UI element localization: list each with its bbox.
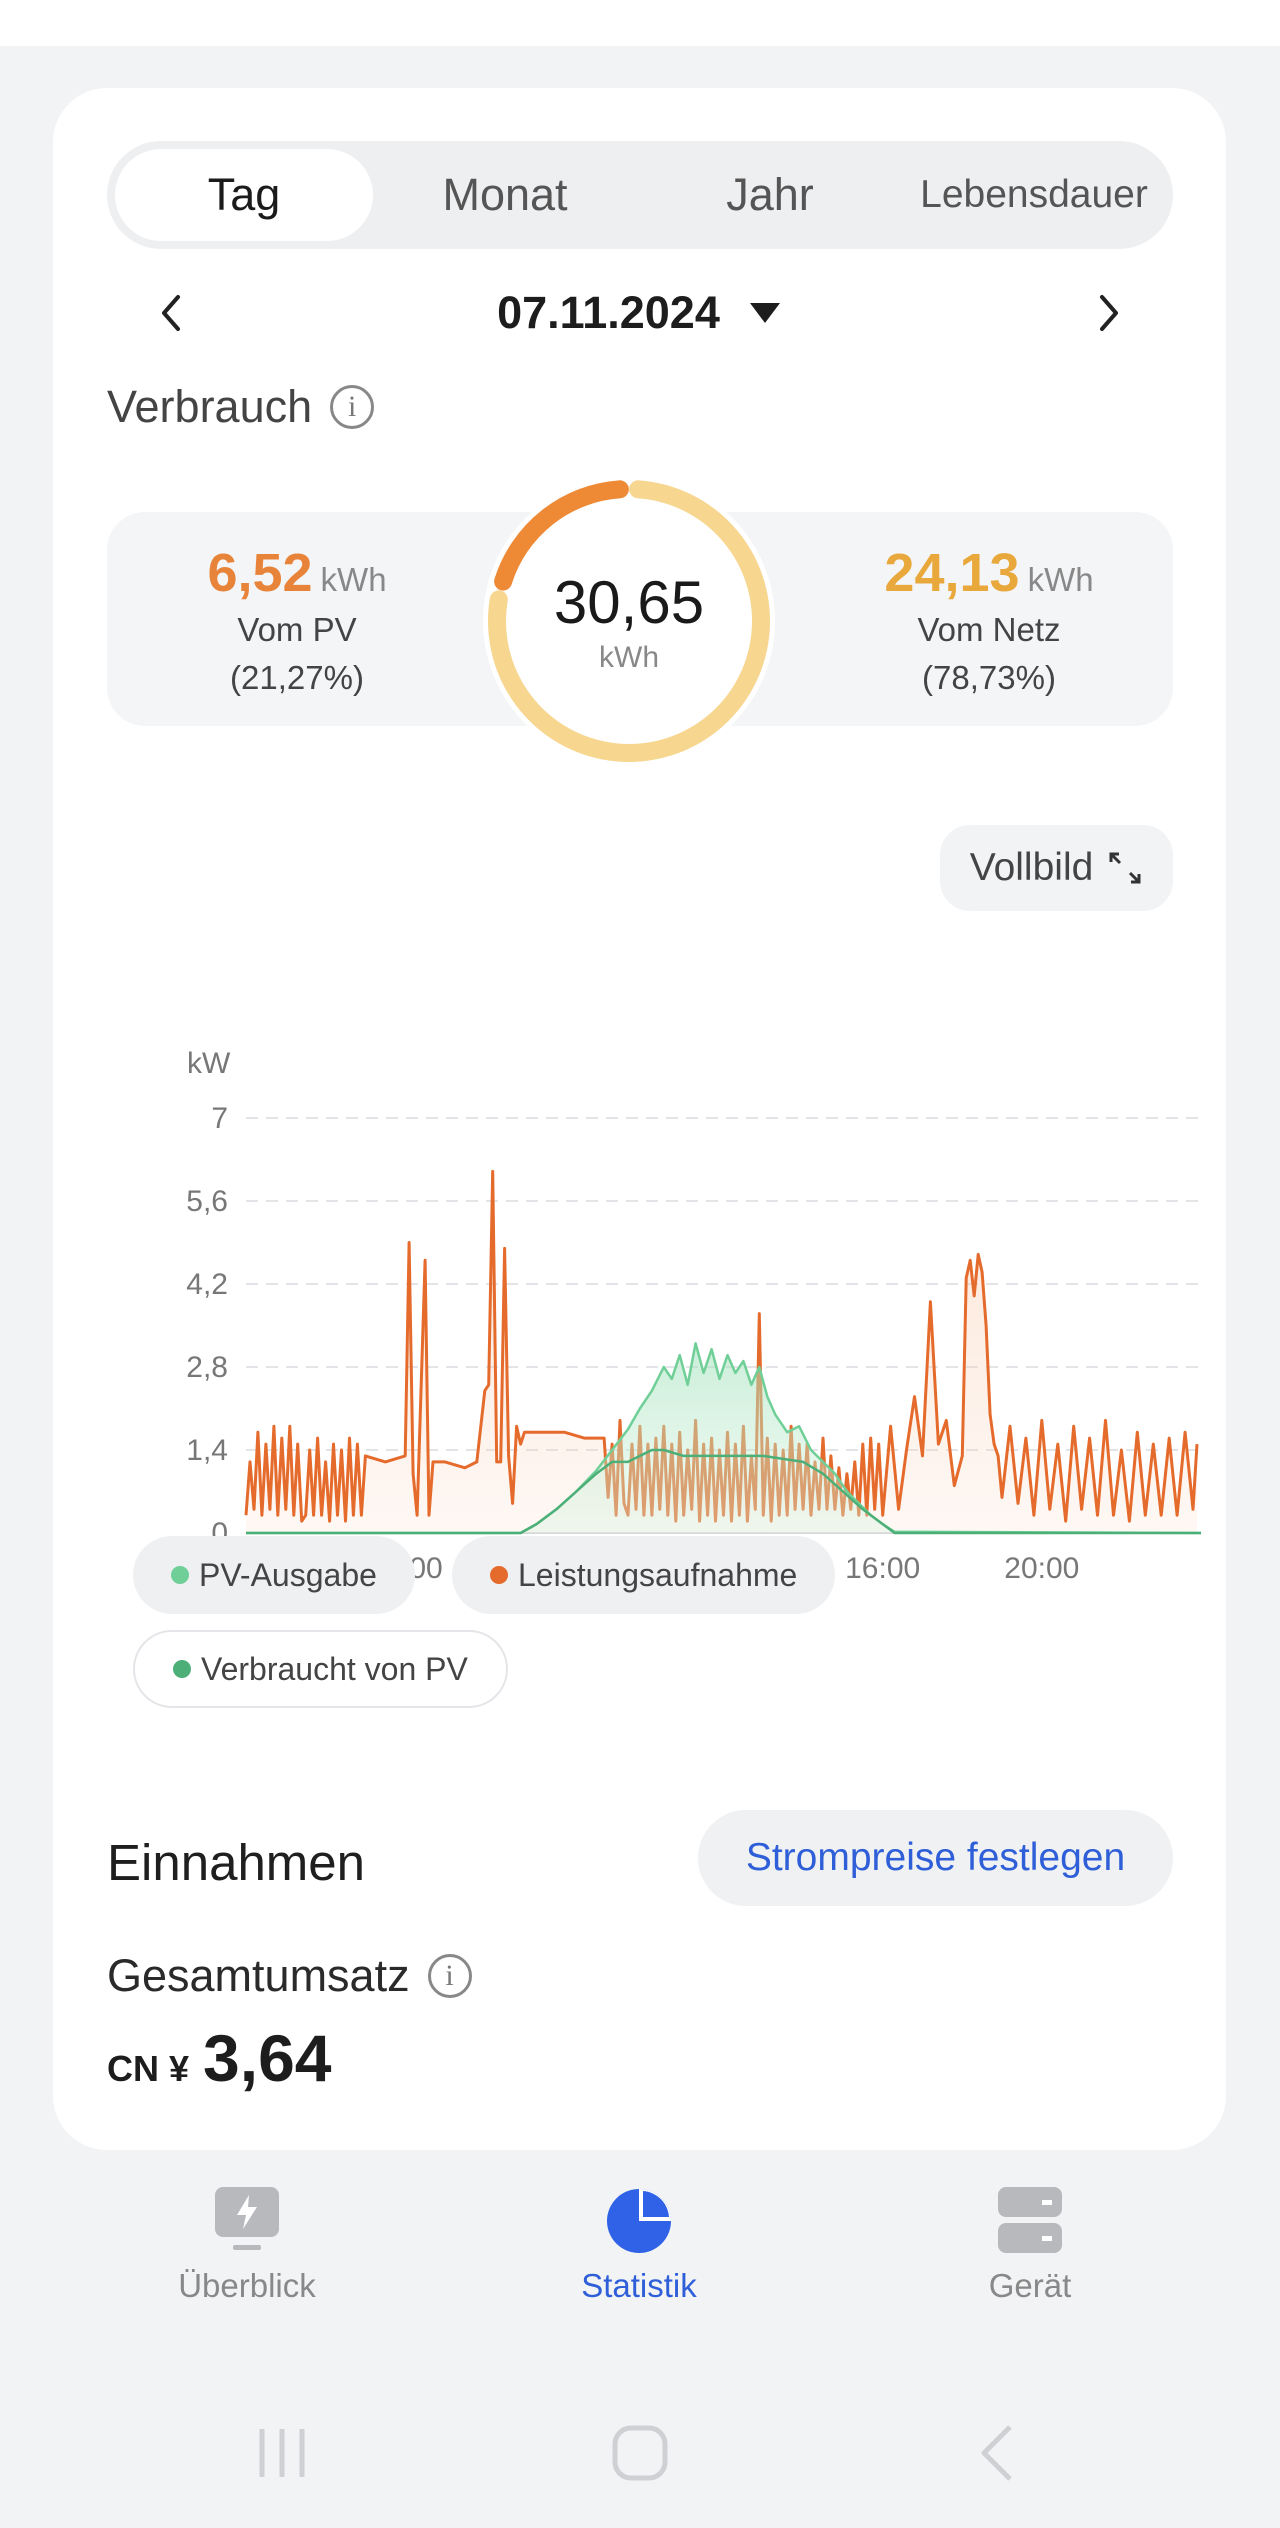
status-bar — [0, 0, 1280, 46]
series-consumed-from-pv — [246, 1448, 1201, 1535]
statistics-card: Tag Monat Jahr Lebensdauer 07.11.2024 Ve… — [53, 88, 1226, 2150]
from-grid-percent: (78,73%) — [922, 659, 1056, 696]
from-pv-value: 6,52 — [207, 543, 313, 603]
consumption-donut: 30,65 kWh — [479, 471, 779, 771]
monitor-bolt-icon — [215, 2187, 279, 2250]
from-grid-block: 24,13 kWh Vom Netz (78,73%) — [829, 542, 1149, 700]
server-icon — [998, 2187, 1062, 2253]
date-selector: 07.11.2024 — [53, 273, 1226, 353]
from-pv-label: Vom PV — [237, 611, 357, 648]
total-revenue-heading: Gesamtumsatz i — [107, 1950, 472, 2002]
tab-year[interactable]: Jahr — [726, 169, 814, 220]
donut-grid-arc — [488, 480, 771, 762]
tab-month[interactable]: Monat — [442, 169, 568, 220]
consumption-title: Verbrauch — [107, 381, 313, 432]
tab-day[interactable]: Tag — [115, 149, 373, 241]
legend-pv-output[interactable]: PV-Ausgabe — [133, 1536, 415, 1614]
nav-device[interactable]: Gerät — [880, 2185, 1180, 2305]
series-pv-output — [246, 1342, 1202, 1535]
back-icon — [981, 2425, 1012, 2481]
legend-label: Verbraucht von PV — [201, 1650, 468, 1687]
pie-chart-icon — [607, 2189, 671, 2253]
back-button[interactable] — [955, 2418, 1045, 2488]
legend-consumed-from-pv[interactable]: Verbraucht von PV — [133, 1630, 508, 1708]
period-tabs: Tag Monat Jahr Lebensdauer — [107, 141, 1173, 249]
from-grid-value: 24,13 — [884, 543, 1020, 603]
legend-label: Leistungsaufnahme — [518, 1556, 798, 1593]
series-power-consumption-area — [246, 1171, 1197, 1533]
y-tick-label: 1,4 — [186, 1434, 228, 1467]
current-date: 07.11.2024 — [497, 287, 720, 338]
total-revenue: CN ¥ 3,64 — [107, 2020, 332, 2096]
series-pv-output-area — [246, 1343, 1201, 1533]
total-revenue-label: Gesamtumsatz — [107, 1950, 410, 2001]
legend-dot — [490, 1566, 508, 1584]
info-icon[interactable]: i — [427, 1954, 472, 1998]
from-pv-block: 6,52 kWh Vom PV (21,27%) — [137, 542, 457, 700]
nav-overview-label: Überblick — [178, 2267, 316, 2304]
donut-center: 30,65 kWh — [479, 471, 779, 771]
chevron-left-icon — [162, 295, 180, 331]
legend-dot — [171, 1566, 189, 1584]
expand-icon — [1109, 852, 1141, 884]
chevron-right-icon — [1100, 295, 1118, 331]
y-tick-label: 5,6 — [186, 1185, 228, 1218]
total-consumption-value: 30,65 — [553, 568, 705, 636]
from-pv-percent: (21,27%) — [230, 659, 364, 696]
nav-device-label: Gerät — [988, 2267, 1072, 2304]
donut-chart — [483, 475, 775, 767]
currency-symbol: CN ¥ — [107, 2048, 190, 2089]
home-icon — [612, 2425, 668, 2481]
recent-apps-icon — [259, 2429, 305, 2477]
total-consumption-unit: kWh — [599, 640, 659, 674]
y-axis-unit: kW — [187, 1047, 231, 1080]
recent-apps-button[interactable] — [237, 2418, 327, 2488]
legend-dot — [173, 1660, 191, 1678]
next-day-button[interactable] — [1077, 281, 1141, 345]
total-revenue-value: 3,64 — [203, 2021, 332, 2095]
tab-lifetime[interactable]: Lebensdauer — [920, 173, 1148, 216]
from-grid-label: Vom Netz — [917, 611, 1061, 648]
home-button[interactable] — [595, 2418, 685, 2488]
legend-label: PV-Ausgabe — [199, 1556, 377, 1593]
previous-day-button[interactable] — [139, 281, 203, 345]
nav-overview[interactable]: Überblick — [97, 2185, 397, 2305]
consumption-heading: Verbrauch i — [107, 381, 375, 433]
nav-statistics-label: Statistik — [581, 2267, 697, 2304]
date-picker[interactable]: 07.11.2024 — [53, 273, 1226, 353]
x-tick-label: 20:00 — [1004, 1552, 1079, 1585]
y-tick-label: 4,2 — [186, 1268, 228, 1301]
y-tick-label: 7 — [211, 1102, 228, 1135]
power-line-chart: kW 01,42,84,25,67 00:0004:0008:0012:0016… — [186, 1047, 1202, 1585]
donut-pv-arc — [494, 480, 629, 591]
info-icon[interactable]: i — [330, 385, 375, 429]
fullscreen-label: Vollbild — [969, 846, 1094, 889]
income-title: Einnahmen — [107, 1834, 366, 1891]
nav-statistics[interactable]: Statistik — [489, 2185, 789, 2305]
y-tick-label: 2,8 — [186, 1351, 228, 1384]
fullscreen-button[interactable]: Vollbild — [940, 825, 1173, 911]
from-pv-unit: kWh — [320, 561, 387, 598]
from-grid-unit: kWh — [1027, 561, 1094, 598]
x-tick-label: 16:00 — [845, 1552, 920, 1585]
caret-down-icon — [749, 303, 780, 323]
legend-power-consumption[interactable]: Leistungsaufnahme — [452, 1536, 836, 1614]
set-electricity-prices-button[interactable]: Strompreise festlegen — [698, 1810, 1173, 1906]
